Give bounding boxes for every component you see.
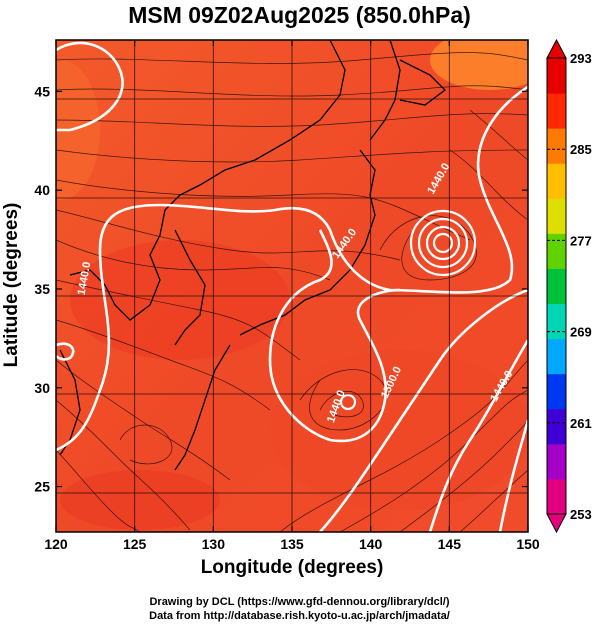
y-axis: 25 30 35 40 45 (34, 83, 528, 495)
colorbar-tick-label: 253 (570, 507, 592, 522)
colorbar-tick-label: 293 (570, 51, 592, 66)
x-axis: 120 125 130 135 140 145 150 (44, 40, 540, 552)
colorbar-max-arrow (546, 38, 567, 59)
colorbar-segment (547, 338, 566, 375)
colorbar-tick-label: 285 (570, 142, 592, 157)
y-tick-label: 35 (34, 281, 50, 297)
x-tick-label: 145 (438, 536, 462, 552)
credit-line-dcl: Drawing by DCL (https://www.gfd-dennou.o… (149, 596, 450, 608)
y-axis-label: Latitude (degrees) (1, 202, 22, 368)
typhoon-contours (339, 209, 477, 411)
colorbar: 293 285 277 269 261 253 (546, 38, 592, 534)
y-tick-label: 40 (34, 182, 50, 198)
y-tick-label: 45 (34, 83, 50, 99)
x-tick-label: 140 (359, 536, 383, 552)
chart-title: MSM 09Z02Aug2025 (850.0hPa) (128, 2, 471, 28)
contour-label: 1440.0 (76, 261, 94, 296)
x-axis-label: Longitude (degrees) (200, 557, 384, 578)
colorbar-segment (547, 93, 566, 129)
colorbar-segment (547, 58, 566, 94)
colorbar-tick-label: 269 (570, 325, 592, 340)
x-tick-label: 135 (280, 536, 304, 552)
colorbar-segment (547, 268, 566, 305)
x-tick-label: 120 (44, 536, 68, 552)
colorbar-segment (547, 443, 566, 480)
x-tick-label: 130 (202, 536, 226, 552)
graticule (56, 40, 528, 532)
colorbar-segment (547, 303, 566, 340)
y-tick-label: 30 (34, 380, 50, 396)
temperature-field (56, 40, 528, 532)
colorbar-segment (547, 478, 566, 515)
colorbar-segment (547, 198, 566, 234)
colorbar-min-arrow (546, 513, 567, 534)
colorbar-segment (547, 373, 566, 410)
colorbar-segment (547, 408, 566, 445)
colorbar-frame (546, 57, 567, 515)
x-tick-label: 150 (516, 536, 540, 552)
colorbar-segment (547, 128, 566, 164)
colorbar-tick-label: 277 (570, 233, 592, 248)
y-tick-label: 25 (34, 479, 50, 495)
colorbar-segment (547, 163, 566, 199)
credit-line-data: Data from http://database.rish.kyoto-u.a… (149, 610, 450, 622)
x-tick-label: 125 (123, 536, 147, 552)
colorbar-tick-label: 261 (570, 416, 592, 431)
colorbar-segment (547, 233, 566, 269)
